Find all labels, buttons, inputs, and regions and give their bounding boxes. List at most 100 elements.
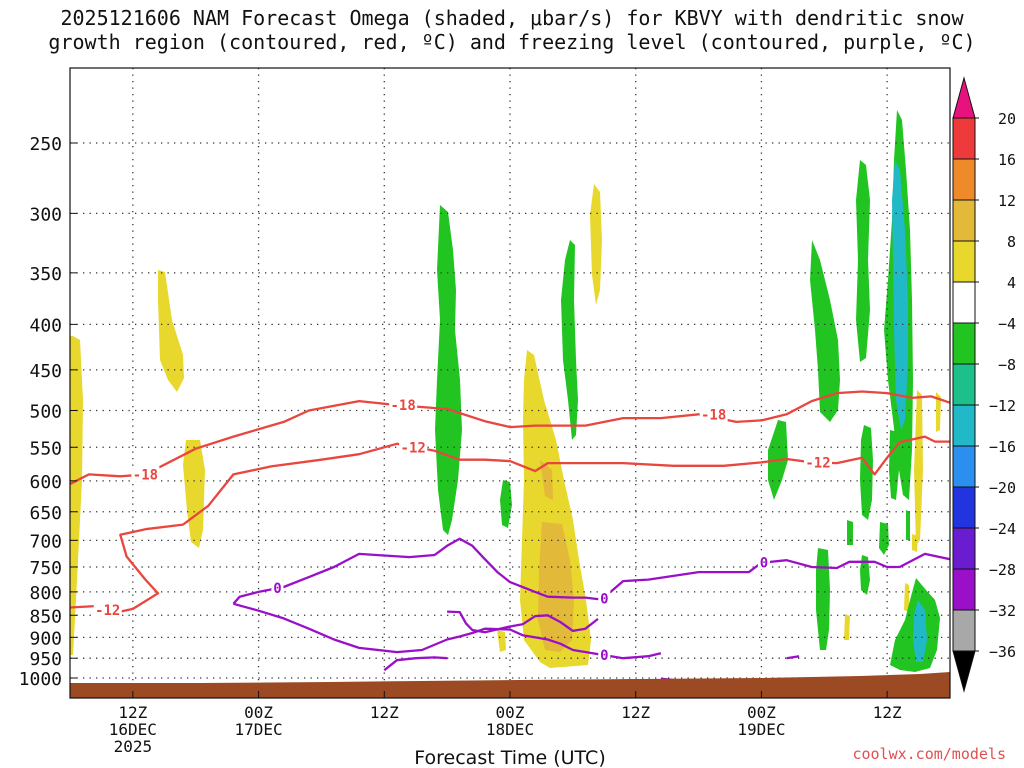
omega-shade-positive [520,350,591,668]
x-tick-label: 00Z [244,703,273,722]
omega-shade-negative [561,240,578,440]
omega-shade-negative [856,160,870,362]
contour-label-bg [389,397,418,413]
contour-label: 0 [760,555,768,571]
omega-shade-positive [158,270,184,392]
colorbar-bin [952,404,976,447]
x-tick-label: 16DEC [109,720,157,739]
gridlines [70,68,950,698]
y-tick-label: 650 [29,503,62,524]
colorbar-bin [952,527,976,570]
y-tick-label: 800 [29,583,62,604]
x-axis-label: Forecast Time (UTC) [414,747,605,768]
contour-label: -12 [805,455,830,471]
contour-label: -18 [390,398,415,414]
x-tick-label: 12Z [118,703,147,722]
x-tick-label: 00Z [496,703,525,722]
contour-label-bg [271,580,284,596]
omega-shade-negative [810,240,840,422]
colorbar-bin [952,445,976,488]
contour-freezing-level [232,537,950,605]
colorbar-bin [952,117,976,160]
x-tick-label: 12Z [370,703,399,722]
x-tick-label: 18DEC [486,720,534,739]
colorbar-tick-label: −4 [998,315,1016,333]
omega-shade-positive [904,583,909,612]
y-tick-label: 400 [29,315,62,336]
x-tick-label: 12Z [621,703,650,722]
contour-label-bg [757,554,770,570]
contour-freezing-level [447,610,599,634]
contour-label: -18 [701,407,726,423]
colorbar-bin [952,199,976,242]
contour-label-bg [93,601,122,617]
contour-label: -12 [401,440,426,456]
contour-freezing-level [233,602,662,660]
y-tick-label: 350 [29,264,62,285]
omega-shade-negative [906,510,910,540]
colorbar-bin [952,609,976,652]
colorbar-tick-label: 8 [1007,233,1016,251]
y-tick-label: 250 [29,134,62,155]
contour-label-bg [598,646,611,662]
y-tick-label: 500 [29,402,62,423]
y-tick-label: 850 [29,606,62,627]
credit-text: coolwx.com/models [852,745,1006,763]
y-tick-label: 900 [29,628,62,649]
y-tick-label: 600 [29,472,62,493]
omega-shade-positive [936,392,941,432]
x-tick-label: 17DEC [234,720,282,739]
omega-shade-negative [889,430,899,500]
terrain-surface [70,672,950,698]
colorbar-tick-label: −8 [998,356,1016,374]
colorbar-bin [952,158,976,201]
omega-shade-negative [500,480,512,528]
y-tick-label: 700 [29,531,62,552]
contour-freezing-level [786,655,800,660]
x-tick-label: 00Z [747,703,776,722]
contour-label: -12 [95,603,120,619]
x-tick-label: 19DEC [737,720,785,739]
colorbar-tick-label: −28 [989,561,1016,579]
colorbar-tick-label: 20 [998,110,1016,128]
omega-shade-negative [860,425,873,520]
omega-shade-positive [497,630,506,652]
colorbar-tick-label: −16 [989,438,1016,456]
omega-shade-strong-negative [892,160,908,430]
y-tick-label: 450 [29,361,62,382]
omega-shade-strong-negative [913,600,927,662]
colorbar-bin [952,322,976,365]
y-tick-label: 750 [29,558,62,579]
colorbar: 20 16 12 8 4 −4 −8 −12 −16 −20 −24 −28 −32 −36 [952,76,1016,693]
colorbar-tick-label: −36 [989,643,1016,661]
colorbar-tick-label: 16 [998,151,1016,169]
contour-label-bg [804,454,832,470]
omega-shade-positive [914,390,923,545]
contour-dgz-lower [70,435,950,615]
contour-label-bg [598,590,611,606]
omega-shading [70,110,941,672]
chart-title-line2: growth region (contoured, red, ºC) and f… [48,30,976,54]
colorbar-tick-label: 4 [1007,274,1016,292]
y-axis: 2503003504004505005506006507007508008509… [19,134,77,690]
omega-shade-negative [435,205,462,535]
omega-shade-negative [860,555,870,595]
colorbar-bin [952,486,976,529]
y-tick-label: 950 [29,649,62,670]
contour-label-bg [399,439,428,455]
colorbar-arrow-bottom [952,650,976,693]
x-tick-label: 12Z [873,703,902,722]
contour-label-bg [131,466,160,482]
contour-label: 0 [600,592,608,608]
y-tick-label: 300 [29,204,62,225]
colorbar-bin [952,363,976,406]
colorbar-tick-label: −32 [989,602,1016,620]
colorbar-bin [952,240,976,283]
omega-shade-positive [844,614,850,640]
omega-shade-positive [590,184,602,305]
colorbar-tick-label: −20 [989,479,1016,497]
chart-title-line1: 2025121606 NAM Forecast Omega (shaded, μ… [60,6,964,30]
omega-shade-positive [183,440,205,548]
